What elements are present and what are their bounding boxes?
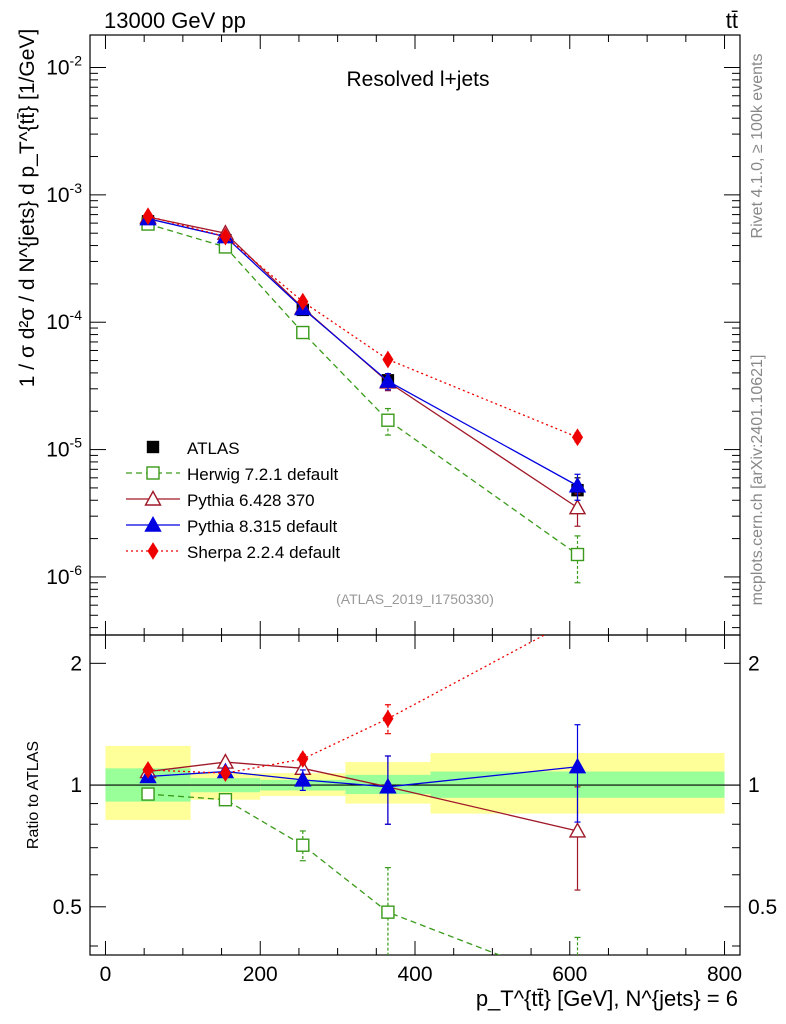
legend-label: Sherpa 2.2.4 default xyxy=(187,543,340,562)
x-tick-label: 400 xyxy=(397,963,432,986)
legend-item-atlas: ATLAS xyxy=(146,439,240,458)
herwig-7-2-1-default-point xyxy=(570,547,585,562)
y-tick-label: 10-4 xyxy=(46,307,82,334)
legend-marker xyxy=(146,440,160,454)
sherpa-2-2-4-default-point xyxy=(219,764,231,783)
pythia-8-315-default-point xyxy=(294,770,312,787)
herwig-7-2-1-default-point xyxy=(296,325,310,340)
main-panel: 10-6 10-5 10-4 10-3 10-2 xyxy=(46,34,741,636)
sherpa-2-2-4-default-point xyxy=(297,292,309,311)
herwig-7-2-1-default-point xyxy=(218,793,233,807)
source-note: mcplots.cern.ch [arXiv:2401.10621] xyxy=(749,355,766,606)
ratio-y-tick-label-right: 0.5 xyxy=(748,896,777,919)
sherpa-2-2-4-default-point xyxy=(382,350,394,369)
sherpa-2-2-4-default-line xyxy=(147,215,578,438)
x-tick-label: 800 xyxy=(707,963,742,986)
y-tick-label: 10-2 xyxy=(46,53,82,80)
ratio-y-tick-label: 2 xyxy=(70,652,82,675)
legend-label: Pythia 8.315 default xyxy=(187,517,338,536)
main-ylabel: 1 / σ d²σ / d N^{jets} d p_T^{tt̄} [1/Ge… xyxy=(16,29,39,387)
legend-marker xyxy=(147,542,159,560)
ratio-y-tick-label: 1 xyxy=(70,774,82,797)
pythia-6-428-370-point xyxy=(568,498,587,515)
pythia-6-428-370-point xyxy=(568,822,587,838)
y-tick-label: 10-3 xyxy=(46,180,82,207)
sherpa-2-2-4-default-point xyxy=(571,428,584,447)
analysis-watermark: (ATLAS_2019_I1750330) xyxy=(336,591,494,607)
x-tick-label: 600 xyxy=(552,963,587,986)
ratio-y-tick-label-right: 1 xyxy=(748,774,760,797)
ratio-y-tick-label: 0.5 xyxy=(53,896,82,919)
legend-marker xyxy=(146,466,160,480)
x-tick-label: 0 xyxy=(100,963,112,986)
legend-label: Herwig 7.2.1 default xyxy=(187,465,338,484)
pythia-8-315-default-point xyxy=(379,372,397,388)
energy-label: 13000 GeV pp xyxy=(104,8,246,33)
sherpa-2-2-4-default-point xyxy=(142,207,154,226)
uncertainty-bands xyxy=(105,745,725,820)
legend: ATLAS Herwig 7.2.1 default Pythia 6.428 37… xyxy=(126,439,340,562)
x-tick-label: 200 xyxy=(243,963,278,986)
pythia-8-315-default-point xyxy=(568,757,587,774)
legend-item-pythia-6-428-370: Pythia 6.428 370 xyxy=(126,490,315,510)
y-tick-label: 10-6 xyxy=(46,562,82,589)
rivet-note: Rivet 4.1.0, ≥ 100k events xyxy=(749,54,766,239)
ratio-ylabel: Ratio to ATLAS xyxy=(25,741,42,849)
sherpa-2-2-4-default-line xyxy=(148,635,546,774)
herwig-7-2-1-default-line xyxy=(147,793,501,955)
y-tick-label: 10-5 xyxy=(46,435,82,462)
series-group xyxy=(139,609,587,955)
herwig-7-2-1-default-point xyxy=(381,413,395,427)
xlabel: p_T^{tt̄} [GeV], N^{jets} = 6 xyxy=(476,986,738,1011)
ratio-y-tick-label-right: 2 xyxy=(748,652,760,675)
legend-marker xyxy=(144,516,162,532)
sherpa-2-2-4-default-point xyxy=(573,609,583,625)
herwig-7-2-1-default-point xyxy=(296,838,310,852)
sherpa-2-2-4-default-point xyxy=(382,709,394,728)
sherpa-2-2-4-default-point xyxy=(142,761,154,779)
herwig-7-2-1-default-line xyxy=(147,223,578,556)
pythia-8-315-default-point xyxy=(379,777,397,794)
process-label: tt̄ xyxy=(726,8,738,33)
legend-item-herwig-7-2-1-default: Herwig 7.2.1 default xyxy=(126,465,338,484)
legend-item-pythia-8-315-default: Pythia 8.315 default xyxy=(126,516,338,536)
legend-item-sherpa-2-2-4-default: Sherpa 2.2.4 default xyxy=(126,542,340,562)
sherpa-2-2-4-default-point xyxy=(297,750,309,768)
herwig-7-2-1-default-point xyxy=(381,905,395,919)
sherpa-2-2-4-default-point xyxy=(219,227,231,246)
herwig-7-2-1-default-point xyxy=(141,787,155,801)
chart-title: Resolved l+jets xyxy=(347,68,490,91)
ratio-panel: 0 200 400 600 800 0.5 0.5 1 1 2 2 xyxy=(53,35,777,986)
pythia-8-315-default-point xyxy=(568,476,587,493)
legend-label: ATLAS xyxy=(187,439,240,458)
legend-label: Pythia 6.428 370 xyxy=(187,491,315,510)
series-group xyxy=(139,207,587,584)
legend-marker xyxy=(144,490,162,506)
